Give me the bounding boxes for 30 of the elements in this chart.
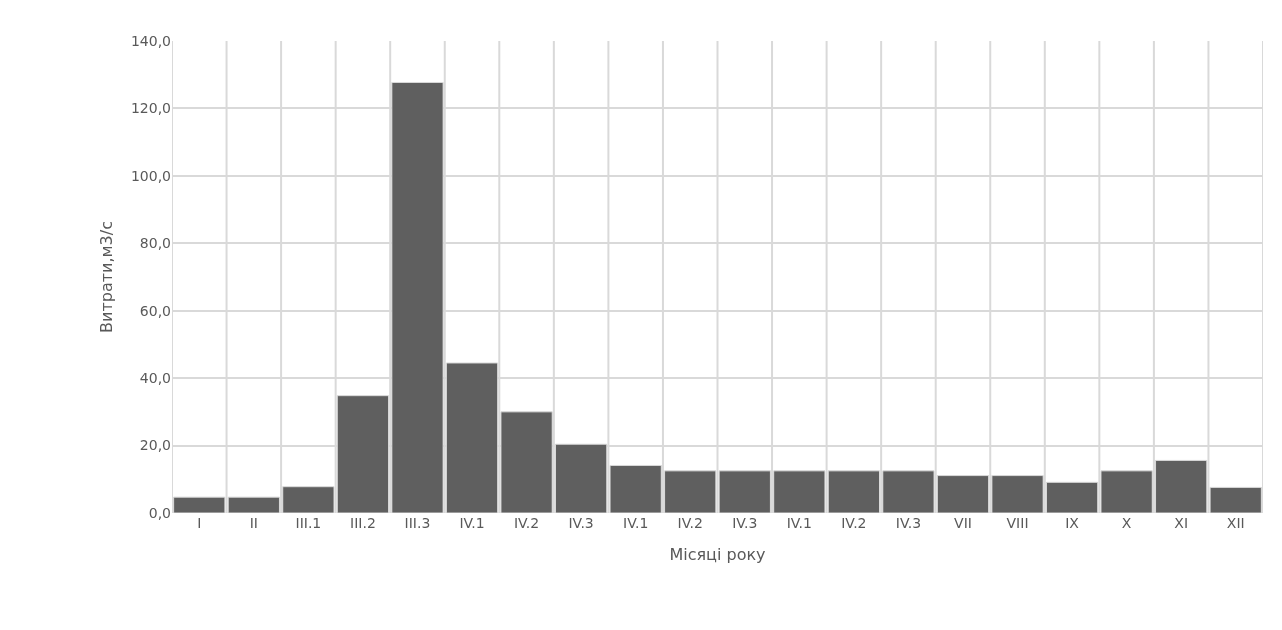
x-tick-label: IV.3 bbox=[568, 515, 594, 531]
x-tick-label: IV.2 bbox=[841, 515, 867, 531]
x-tick-label: II bbox=[249, 515, 258, 531]
y-tick-label: 140,0 bbox=[130, 32, 171, 49]
x-tick-label: IV.2 bbox=[677, 515, 703, 531]
x-tick-label: I bbox=[197, 515, 202, 531]
x-tick-label: X bbox=[1121, 515, 1132, 531]
x-tick-label: VII bbox=[954, 515, 972, 531]
x-tick-label: IV.2 bbox=[513, 515, 540, 531]
x-axis-title: Місяці року bbox=[669, 544, 766, 564]
x-tick-label: XI bbox=[1174, 515, 1189, 531]
x-tick-label: IX bbox=[1065, 515, 1080, 531]
x-tick-label: III.2 bbox=[350, 515, 376, 531]
x-tick-label: III.1 bbox=[295, 515, 322, 531]
y-tick-label: 120,0 bbox=[130, 100, 171, 117]
y-tick-label: 40,0 bbox=[139, 370, 171, 387]
y-tick-label: 0,0 bbox=[148, 504, 171, 521]
x-tick-label: IV.1 bbox=[623, 515, 649, 531]
x-tick-label: XII bbox=[1226, 515, 1245, 531]
y-tick-label: 80,0 bbox=[139, 235, 171, 252]
y-tick-label: 20,0 bbox=[139, 437, 171, 454]
y-tick-label: 60,0 bbox=[139, 302, 171, 319]
y-axis-title: Витрати,м3/с bbox=[96, 221, 116, 333]
x-tick-label: IV.3 bbox=[895, 515, 922, 531]
x-tick-label: III.3 bbox=[404, 515, 431, 531]
x-tick-label: VIII bbox=[1006, 515, 1029, 531]
x-tick-label: IV.3 bbox=[732, 515, 758, 531]
y-tick-label: 100,0 bbox=[130, 167, 171, 184]
x-tick-label: IV.1 bbox=[786, 515, 812, 531]
x-tick-label: IV.1 bbox=[459, 515, 485, 531]
